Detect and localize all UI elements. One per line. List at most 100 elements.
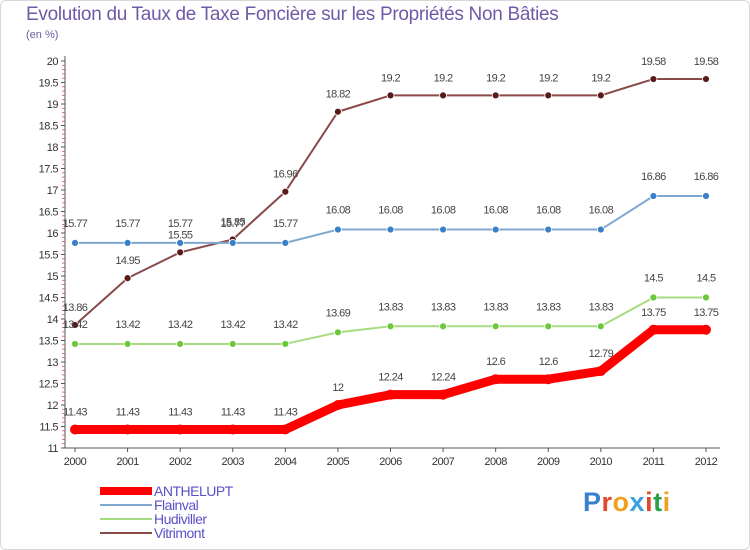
- data-label-vitrimont: 19.2: [381, 72, 400, 84]
- point-hudiviller: [386, 322, 395, 331]
- data-label-hudiviller: 14.5: [644, 273, 663, 285]
- point-vitrimont: [596, 91, 605, 100]
- point-hudiviller: [228, 340, 237, 348]
- point-flainval: [176, 238, 185, 247]
- y-tick-label: 15.5: [39, 250, 59, 262]
- data-label-flainval: 16.08: [483, 205, 508, 217]
- x-tick-label: 2000: [64, 456, 87, 468]
- data-label-anthelupt: 11.43: [116, 407, 140, 419]
- data-label-anthelupt: 12.24: [431, 372, 456, 384]
- axes: 11 11.5 12 12.5 13 13.5 14 14.5 15 15.5 16 16.5 17 17…: [39, 56, 720, 468]
- data-label-flainval: 16.08: [536, 205, 561, 217]
- y-tick-label: 11: [48, 443, 59, 455]
- legend-swatch-flainval: [100, 504, 152, 506]
- point-vitrimont: [544, 91, 553, 100]
- data-label-vitrimont: 19.2: [539, 72, 558, 84]
- data-label-vitrimont: 13.86: [63, 302, 88, 314]
- data-label-anthelupt: 11.43: [273, 407, 297, 419]
- point-flainval: [281, 238, 290, 247]
- data-label-hudiviller: 13.42: [273, 319, 298, 331]
- point-hudiviller: [439, 322, 447, 331]
- data-label-hudiviller: 13.69: [326, 307, 351, 319]
- point-anthelupt: [122, 424, 133, 435]
- data-label-flainval: 15.77: [63, 218, 88, 230]
- point-hudiviller: [649, 293, 658, 302]
- y-tick-label: 14.5: [39, 293, 59, 305]
- point-anthelupt: [543, 374, 554, 385]
- x-tick-label: 2003: [222, 456, 245, 468]
- point-vitrimont: [281, 187, 290, 196]
- point-vitrimont: [334, 107, 342, 116]
- point-vitrimont: [176, 248, 185, 257]
- logo-letter: o: [612, 487, 630, 517]
- data-label-vitrimont: 19.2: [486, 72, 505, 84]
- data-label-flainval: 15.77: [273, 218, 298, 230]
- point-flainval: [71, 238, 79, 247]
- point-vitrimont: [439, 91, 447, 100]
- x-tick-label: 2002: [169, 456, 192, 468]
- legend-label-flainval: Flainval: [154, 497, 199, 513]
- data-label-vitrimont: 15.85: [220, 216, 245, 228]
- data-label-anthelupt: 13.75: [694, 307, 719, 319]
- data-label-hudiviller: 13.42: [63, 319, 88, 331]
- point-anthelupt: [438, 389, 449, 400]
- point-hudiviller: [123, 340, 132, 348]
- y-tick-label: 14: [47, 314, 59, 326]
- data-label-flainval: 16.08: [378, 205, 403, 217]
- point-hudiviller: [71, 340, 79, 348]
- x-tick-label: 2009: [537, 456, 560, 468]
- data-label-hudiviller: 13.83: [589, 301, 614, 313]
- x-tick-label: 2005: [327, 456, 350, 468]
- data-label-anthelupt: 12.6: [486, 356, 505, 368]
- point-anthelupt: [332, 400, 343, 410]
- data-label-vitrimont: 19.58: [694, 56, 719, 68]
- data-label-vitrimont: 18.82: [326, 89, 351, 101]
- point-hudiviller: [491, 322, 500, 331]
- series-lines: [70, 75, 711, 435]
- y-tick-label: 13.5: [39, 336, 59, 348]
- data-label-vitrimont: 16.96: [273, 169, 298, 181]
- y-tick-label: 13: [47, 357, 59, 369]
- point-vitrimont: [386, 91, 395, 100]
- data-label-anthelupt: 12.79: [589, 348, 614, 360]
- data-label-anthelupt: 11.43: [221, 407, 245, 419]
- data-label-flainval: 15.77: [115, 218, 140, 230]
- point-hudiviller: [702, 293, 710, 302]
- data-label-flainval: 15.77: [168, 218, 193, 230]
- legend-swatch-hudiviller: [100, 518, 152, 520]
- data-label-flainval: 16.86: [641, 171, 666, 183]
- y-tick-label: 17: [47, 185, 59, 197]
- legend-label-vitrimont: Vitrimont: [154, 525, 205, 541]
- point-vitrimont: [702, 75, 710, 83]
- legend-swatch-vitrimont: [100, 532, 152, 534]
- point-anthelupt: [175, 424, 186, 435]
- data-label-vitrimont: 15.55: [168, 229, 193, 241]
- data-label-vitrimont: 14.95: [115, 255, 140, 267]
- data-label-anthelupt: 11.43: [168, 407, 192, 419]
- point-vitrimont: [71, 321, 79, 329]
- x-tick-label: 2010: [590, 456, 613, 468]
- data-label-flainval: 16.08: [589, 205, 614, 217]
- logo-letter: P: [583, 487, 602, 517]
- y-tick-label: 17.5: [39, 164, 59, 176]
- x-tick-label: 2011: [643, 456, 665, 468]
- data-label-flainval: 16.08: [431, 205, 456, 217]
- logo-letter: x: [629, 487, 646, 517]
- data-label-anthelupt: 12.24: [378, 372, 403, 384]
- x-tick-label: 2001: [116, 456, 139, 468]
- point-anthelupt: [490, 374, 501, 385]
- point-anthelupt: [280, 424, 291, 435]
- point-hudiviller: [596, 322, 605, 331]
- data-label-hudiviller: 13.83: [378, 301, 403, 313]
- logo-letter: i: [645, 487, 654, 517]
- point-anthelupt: [701, 324, 711, 335]
- data-label-flainval: 16.86: [694, 171, 719, 183]
- point-flainval: [228, 238, 237, 247]
- data-label-hudiviller: 14.5: [696, 273, 715, 285]
- chart-title: Evolution du Taux de Taxe Foncière sur l…: [26, 4, 559, 25]
- data-label-vitrimont: 19.2: [591, 72, 610, 84]
- data-label-anthelupt: 11.43: [63, 407, 87, 419]
- data-label-anthelupt: 12.6: [539, 356, 558, 368]
- point-hudiviller: [281, 340, 290, 348]
